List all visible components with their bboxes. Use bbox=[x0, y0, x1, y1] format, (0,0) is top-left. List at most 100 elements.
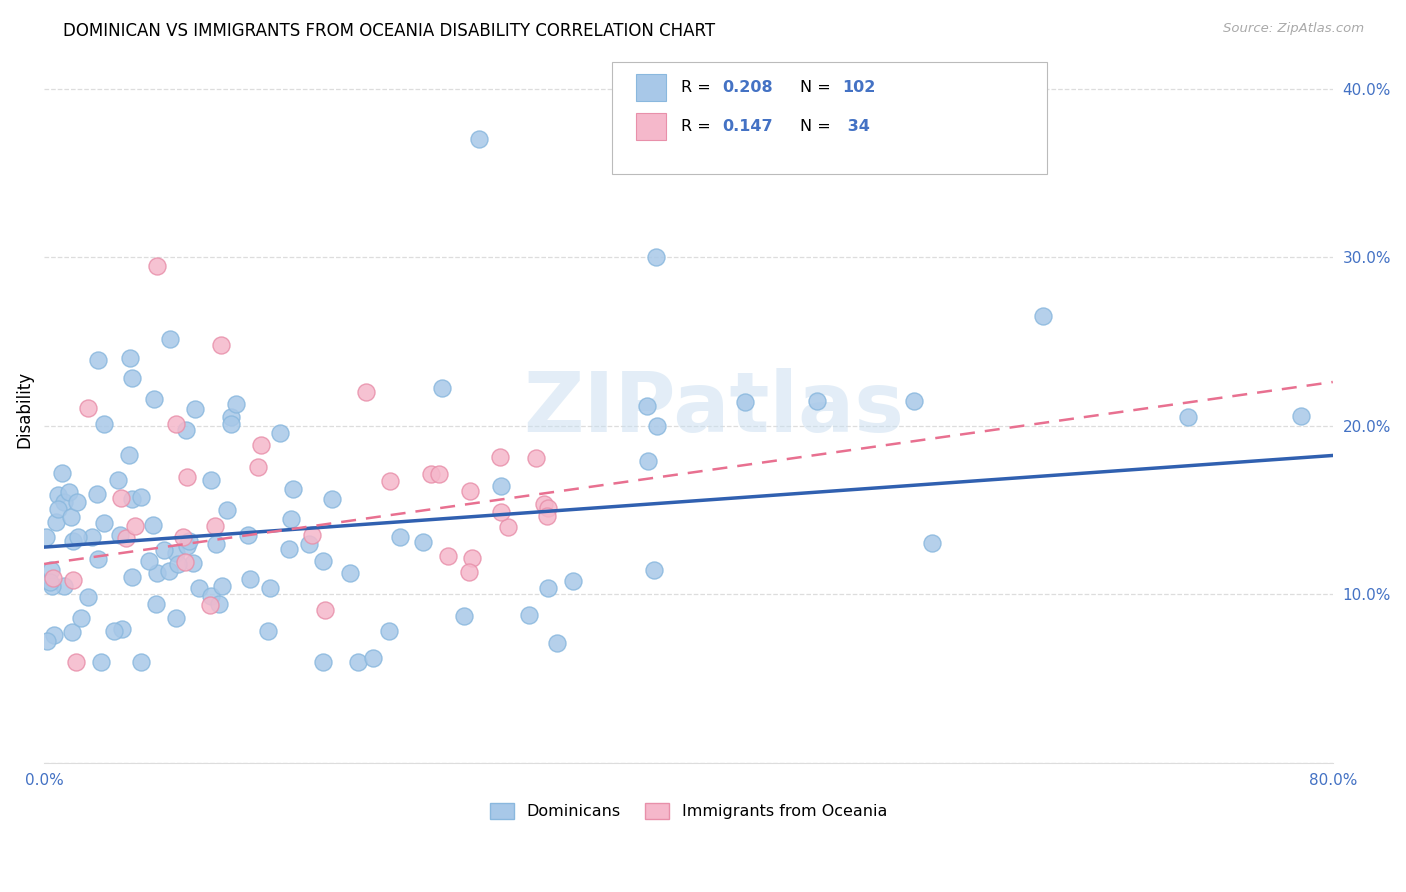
Text: 102: 102 bbox=[842, 80, 876, 95]
Point bbox=[643, 563, 665, 577]
Point bbox=[45, 515, 67, 529]
Point bbox=[165, 546, 187, 560]
Point bbox=[281, 482, 304, 496]
Point bbox=[256, 624, 278, 638]
Point bbox=[93, 516, 115, 531]
Point bbox=[103, 624, 125, 638]
Point bbox=[93, 417, 115, 431]
Point bbox=[46, 502, 69, 516]
Point bbox=[458, 483, 481, 498]
Point bbox=[339, 566, 361, 580]
Point bbox=[430, 381, 453, 395]
Point bbox=[427, 467, 450, 481]
Point bbox=[67, 530, 90, 544]
Point bbox=[87, 552, 110, 566]
Point bbox=[129, 655, 152, 669]
Point bbox=[536, 508, 558, 523]
Point bbox=[356, 385, 378, 400]
Point bbox=[60, 509, 83, 524]
Point bbox=[204, 519, 226, 533]
Point bbox=[389, 530, 412, 544]
Point bbox=[491, 505, 513, 519]
Point bbox=[219, 417, 242, 432]
Point bbox=[259, 581, 281, 595]
Point bbox=[517, 607, 540, 622]
Point bbox=[524, 451, 547, 466]
Point bbox=[165, 611, 187, 625]
Point bbox=[77, 591, 100, 605]
Point bbox=[250, 437, 273, 451]
Point bbox=[437, 549, 460, 564]
Point bbox=[239, 572, 262, 586]
Point bbox=[903, 393, 925, 408]
Point bbox=[46, 488, 69, 502]
Point bbox=[70, 610, 93, 624]
Point bbox=[167, 558, 190, 572]
Point bbox=[62, 574, 84, 588]
Point bbox=[453, 609, 475, 624]
Legend: Dominicans, Immigrants from Oceania: Dominicans, Immigrants from Oceania bbox=[484, 797, 893, 826]
Point bbox=[141, 518, 163, 533]
Point bbox=[280, 511, 302, 525]
Point bbox=[176, 470, 198, 484]
Point bbox=[420, 467, 443, 481]
Point bbox=[461, 550, 484, 565]
Point bbox=[378, 474, 401, 488]
Point bbox=[496, 520, 519, 534]
Text: N =: N = bbox=[800, 80, 837, 95]
Point bbox=[65, 655, 87, 669]
Point bbox=[146, 566, 169, 581]
Text: Source: ZipAtlas.com: Source: ZipAtlas.com bbox=[1223, 22, 1364, 36]
Point bbox=[184, 402, 207, 417]
Point bbox=[129, 490, 152, 504]
Text: 0.208: 0.208 bbox=[723, 80, 773, 95]
Point bbox=[1032, 310, 1054, 324]
Point bbox=[378, 624, 401, 638]
Point bbox=[489, 450, 512, 465]
Point bbox=[562, 574, 585, 588]
Point bbox=[1177, 410, 1199, 425]
Point bbox=[173, 556, 195, 570]
Point bbox=[152, 542, 174, 557]
Point bbox=[115, 532, 138, 546]
Point bbox=[546, 636, 568, 650]
Point bbox=[179, 534, 201, 549]
Point bbox=[62, 534, 84, 549]
Point bbox=[108, 528, 131, 542]
Point bbox=[181, 556, 204, 570]
Point bbox=[35, 633, 58, 648]
Point bbox=[146, 259, 169, 273]
Point bbox=[806, 393, 828, 408]
Y-axis label: Disability: Disability bbox=[15, 370, 32, 448]
Text: 0.147: 0.147 bbox=[723, 120, 773, 134]
Point bbox=[39, 564, 62, 578]
Point bbox=[124, 519, 146, 533]
Point bbox=[645, 419, 668, 434]
Point bbox=[111, 622, 134, 636]
Point bbox=[165, 417, 187, 431]
Point bbox=[458, 565, 481, 579]
Point bbox=[51, 466, 73, 480]
Point bbox=[77, 401, 100, 415]
Point bbox=[219, 409, 242, 424]
Point bbox=[412, 534, 434, 549]
Point bbox=[225, 396, 247, 410]
Point bbox=[637, 454, 659, 468]
Point bbox=[537, 501, 560, 516]
Point bbox=[176, 539, 198, 553]
Point bbox=[269, 426, 291, 441]
Point bbox=[247, 459, 270, 474]
Point bbox=[645, 250, 668, 264]
Point bbox=[489, 479, 512, 493]
Point bbox=[314, 603, 336, 617]
Point bbox=[142, 392, 165, 406]
Point bbox=[208, 598, 231, 612]
Point bbox=[205, 537, 228, 551]
Point bbox=[60, 625, 83, 640]
Point bbox=[159, 332, 181, 346]
Point bbox=[52, 579, 75, 593]
Text: R =: R = bbox=[681, 120, 716, 134]
Point bbox=[35, 530, 58, 544]
Point bbox=[209, 338, 232, 352]
Point bbox=[42, 628, 65, 642]
